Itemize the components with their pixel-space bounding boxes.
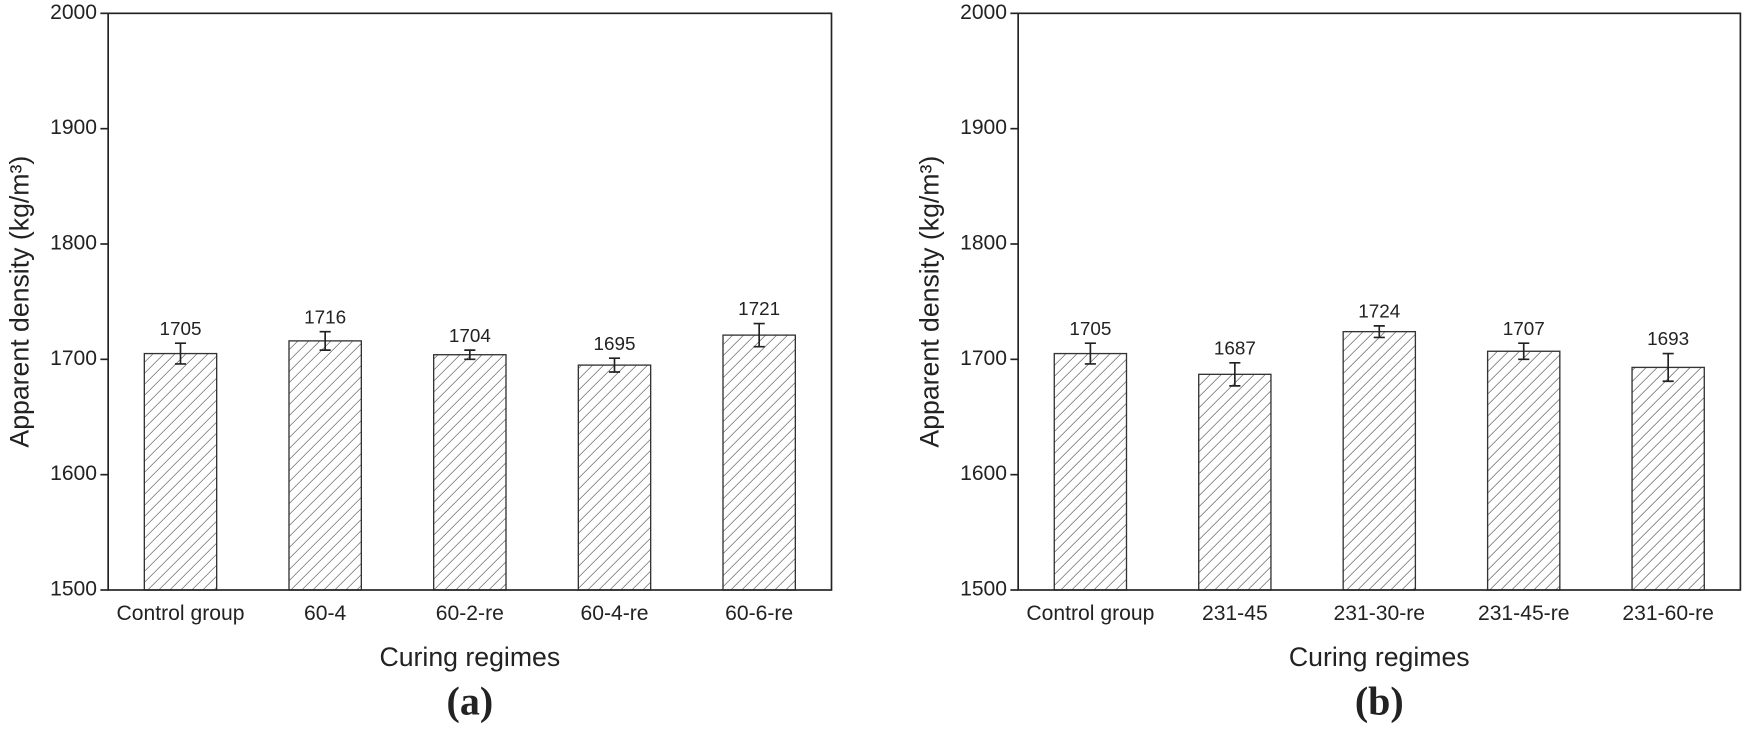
- y-tick-label: 1800: [50, 232, 97, 255]
- y-tick-label: 2000: [50, 1, 97, 24]
- x-axis-title: Curing regimes: [1289, 642, 1470, 672]
- y-tick-label: 1700: [960, 347, 1007, 370]
- error-bar-line: [1662, 352, 1674, 383]
- y-tick-label: 1900: [50, 116, 97, 139]
- error-bar: [319, 330, 331, 351]
- chart-panel: 1500 1600 1700 1800 1900 2000 Control group 170…: [915, 1, 1742, 724]
- error-bar: [1373, 325, 1385, 339]
- value-label: 1695: [594, 334, 636, 355]
- x-tick-label: 231-60-re: [1622, 602, 1714, 625]
- x-tick-label: Control group: [1026, 602, 1154, 625]
- error-bar: [1518, 342, 1530, 361]
- error-bar-line: [174, 342, 187, 365]
- bar: [433, 354, 507, 591]
- y-axis-title: Apparent density (kg/m³): [915, 156, 945, 448]
- value-label: 1705: [1069, 319, 1111, 340]
- value-label: 1693: [1647, 329, 1689, 350]
- y-tick-label: 1800: [960, 232, 1007, 255]
- x-tick-label: 60-4-re: [580, 602, 648, 625]
- error-bar: [608, 357, 621, 373]
- bar: [1486, 350, 1561, 591]
- error-bar-line: [1084, 342, 1096, 365]
- y-tick-label: 1500: [960, 578, 1007, 601]
- x-tick-label: 60-6-re: [725, 602, 793, 625]
- x-tick-label: 231-30-re: [1334, 602, 1426, 625]
- error-bar-line: [753, 322, 765, 348]
- bar: [722, 334, 796, 591]
- x-tick-label: 231-45-re: [1478, 602, 1570, 625]
- x-axis-title: Curing regimes: [379, 642, 560, 672]
- x-tick-label: Control group: [117, 602, 245, 625]
- panel-caption: (a): [447, 679, 494, 724]
- error-bar-line: [319, 330, 331, 351]
- bar: [1631, 366, 1705, 591]
- y-tick-label: 1500: [50, 578, 97, 601]
- value-label: 1704: [449, 326, 491, 347]
- panel-caption: (b): [1355, 679, 1404, 724]
- x-tick-label: 231-45: [1202, 602, 1268, 625]
- error-bar-line: [1373, 325, 1385, 339]
- error-bar-line: [464, 349, 476, 361]
- value-label: 1724: [1358, 302, 1400, 323]
- y-tick-label: 1600: [960, 462, 1007, 485]
- bar: [288, 340, 362, 591]
- error-bar: [753, 322, 765, 348]
- bar: [143, 352, 218, 591]
- value-label: 1705: [160, 319, 202, 340]
- chart-panel: 1500 1600 1700 1800 1900 2000 Control group 170…: [5, 1, 833, 724]
- bar: [1342, 330, 1417, 591]
- value-label: 1721: [738, 299, 780, 320]
- error-bar: [174, 342, 187, 365]
- x-tick-label: 60-2-re: [436, 602, 504, 625]
- error-bar: [1084, 342, 1096, 365]
- bar: [1053, 352, 1128, 591]
- x-tick-label: 60-4: [304, 602, 347, 625]
- error-bar: [1662, 352, 1674, 383]
- error-bar: [1229, 361, 1241, 387]
- value-label: 1687: [1214, 338, 1256, 359]
- y-tick-label: 1600: [50, 462, 97, 485]
- y-axis-title: Apparent density (kg/m³): [5, 156, 35, 448]
- plot-frame: [107, 12, 833, 591]
- y-tick-label: 1900: [960, 116, 1007, 139]
- value-label: 1716: [304, 307, 346, 328]
- error-bar-line: [608, 357, 621, 373]
- y-tick-label: 1700: [50, 347, 97, 370]
- error-bar-line: [1229, 361, 1241, 387]
- y-tick-label: 2000: [960, 1, 1007, 24]
- error-bar: [464, 349, 476, 361]
- value-label: 1707: [1503, 319, 1545, 340]
- bar: [1198, 373, 1272, 591]
- plot-frame: [1017, 12, 1742, 591]
- error-bar-line: [1518, 342, 1530, 361]
- bar: [577, 364, 652, 591]
